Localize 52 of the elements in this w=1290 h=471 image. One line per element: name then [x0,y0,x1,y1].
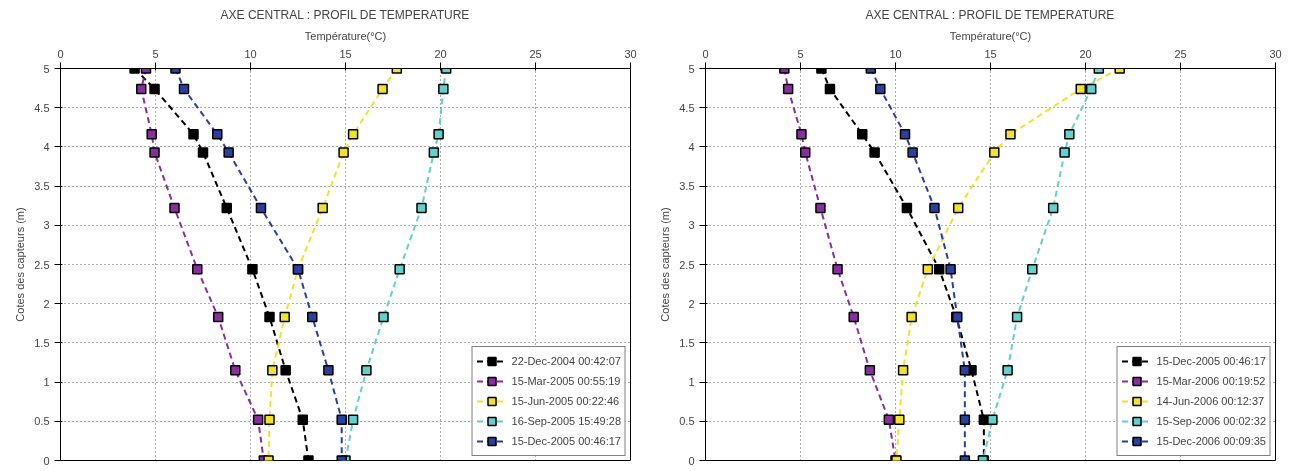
legend-label: 15-Dec-2006 00:09:35 [1156,435,1266,447]
x-tick-label: 5 [152,47,159,60]
x-tick-label: 0 [57,47,64,60]
y-tick-label: 2 [688,297,695,310]
x-tick-label: 0 [702,47,709,60]
y-tick-label: 4 [43,140,50,153]
x-tick-label: 10 [244,47,257,60]
y-tick-label: 3.5 [34,180,50,193]
y-tick-label: 1.5 [679,336,695,349]
y-tick-label: 5 [688,62,695,75]
y-tick-label: 0 [688,454,695,467]
chart-title: AXE CENTRAL : PROFIL DE TEMPERATURE [865,7,1115,22]
x-tick-label: 10 [889,47,902,60]
legend-label: 15-Jun-2005 00:22:46 [511,395,620,407]
x-tick-label: 30 [624,47,637,60]
y-tick-label: 5 [43,62,50,75]
legend-label: 15-Mar-2005 00:55:19 [511,375,621,387]
y-tick-label: 0.5 [34,415,50,428]
y-tick-label: 4.5 [679,101,695,114]
y-tick-label: 1 [43,376,50,389]
y-tick-label: 4.5 [34,101,50,114]
legend-label: 15-Mar-2006 00:19:52 [1156,375,1266,387]
legend-label: 15-Dec-2005 00:46:17 [1156,355,1266,367]
x-tick-label: 25 [1174,47,1187,60]
y-tick-label: 1 [688,376,695,389]
x-tick-label: 5 [797,47,804,60]
legend-label: 15-Sep-2006 00:02:32 [1156,415,1266,427]
y-tick-label: 0.5 [679,415,695,428]
y-tick-label: 1.5 [34,336,50,349]
y-tick-label: 2.5 [34,258,50,271]
x-axis-title: Température(°C) [304,29,387,42]
legend-label: 15-Dec-2005 00:46:17 [511,435,621,447]
y-tick-label: 2.5 [679,258,695,271]
y-tick-label: 3 [688,219,695,232]
legend-label: 22-Dec-2004 00:42:07 [511,355,621,367]
x-tick-label: 20 [1079,47,1092,60]
x-tick-label: 25 [529,47,542,60]
y-tick-label: 3 [43,219,50,232]
x-axis-title: Température(°C) [949,29,1032,42]
y-tick-label: 2 [43,297,50,310]
x-tick-label: 15 [984,47,997,60]
x-tick-label: 15 [339,47,352,60]
y-axis-title: Cotes des capteurs (m) [659,207,672,322]
y-tick-label: 3.5 [679,180,695,193]
legend-label: 14-Jun-2006 00:12:37 [1156,395,1265,407]
y-tick-label: 4 [688,140,695,153]
chart-title: AXE CENTRAL : PROFIL DE TEMPERATURE [220,7,470,22]
y-axis-title: Cotes des capteurs (m) [14,207,27,322]
legend-label: 16-Sep-2005 15:49:28 [511,415,621,427]
y-tick-label: 0 [43,454,50,467]
x-tick-label: 30 [1269,47,1282,60]
x-tick-label: 20 [434,47,447,60]
